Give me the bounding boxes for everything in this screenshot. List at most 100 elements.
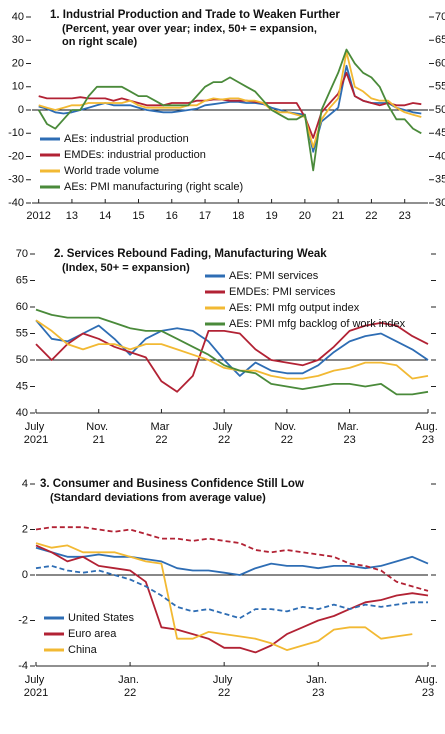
- y2-tick-label: 65: [435, 34, 445, 46]
- chart-subtitle: (Standard deviations from average value): [50, 492, 266, 504]
- x-tick-label: July 2021: [24, 421, 48, 446]
- series-line: [38, 51, 422, 149]
- x-tick-label-line: Aug.: [415, 421, 441, 433]
- x-tick-label-line: Mar: [150, 421, 172, 433]
- x-tick-label-line: Mar.: [337, 421, 361, 433]
- x-tick-label: Mar 22: [150, 421, 172, 446]
- x-tick-label: Nov. 21: [86, 421, 111, 446]
- series-line: [35, 319, 429, 380]
- legend-label: Euro area: [68, 628, 117, 640]
- y-tick-label: 40: [16, 407, 28, 419]
- y-tick-label: -20: [8, 150, 24, 162]
- chart-subtitle: (Index, 50+ = expansion): [62, 262, 190, 274]
- y-tick-label: 45: [16, 380, 28, 392]
- x-tick-label-line: Jan.: [306, 674, 330, 686]
- legend-label: China: [68, 644, 98, 656]
- x-tick-label: Jan. 23: [306, 674, 330, 699]
- x-tick-label: July 22: [213, 421, 236, 446]
- x-tick-label-line: July: [213, 674, 236, 686]
- x-tick-label: 14: [99, 210, 111, 222]
- y-tick-label: 70: [16, 248, 28, 260]
- legend-label: EMDEs: PMI services: [229, 286, 336, 298]
- x-tick-label: 13: [66, 210, 78, 222]
- y-tick-label: 40: [12, 11, 24, 23]
- x-tick-label: Aug. 23: [415, 421, 441, 446]
- series-line: [35, 542, 413, 651]
- legend-label: AEs: PMI mfg backlog of work index: [229, 318, 406, 330]
- y2-tick-label: 40: [435, 150, 445, 162]
- x-tick-label-line: Nov.: [86, 421, 111, 433]
- x-tick-label-line: 23: [312, 687, 324, 699]
- y2-tick-label: 50: [435, 104, 445, 116]
- x-tick-label: 22: [365, 210, 377, 222]
- x-tick-label-line: 2021: [24, 434, 48, 446]
- x-tick-label-line: 21: [93, 434, 105, 446]
- x-tick-label: 2012: [26, 210, 50, 222]
- x-tick-label: Mar. 23: [337, 421, 361, 446]
- y-tick-label: 10: [12, 81, 24, 93]
- y2-tick-label: 45: [435, 127, 445, 139]
- x-tick-label-line: July: [25, 421, 48, 433]
- x-tick-label-line: 22: [124, 687, 136, 699]
- x-tick-label: 15: [132, 210, 144, 222]
- y2-tick-label: 35: [435, 174, 445, 186]
- y-tick-label: 0: [18, 104, 24, 116]
- chart-title: 2. Services Rebound Fading, Manufacturin…: [54, 248, 327, 260]
- y-tick-label: 20: [12, 57, 24, 69]
- series-line: [35, 565, 428, 620]
- x-tick-label-line: Nov.: [274, 421, 299, 433]
- x-tick-label: 18: [232, 210, 244, 222]
- series-line: [35, 546, 429, 576]
- y-tick-label: -30: [8, 174, 24, 186]
- legend-label: United States: [68, 612, 135, 624]
- x-tick-label-line: 2021: [24, 687, 48, 699]
- y-tick-label: 0: [22, 569, 28, 581]
- x-tick-label: Aug. 23: [415, 674, 441, 699]
- x-tick-label: July 2021: [24, 674, 48, 699]
- series-line: [38, 71, 422, 139]
- x-tick-label-line: 22: [155, 434, 167, 446]
- chart-subtitle: on right scale): [62, 36, 138, 48]
- x-tick-label: Jan. 22: [118, 674, 142, 699]
- legend-label: World trade volume: [64, 165, 159, 177]
- x-tick-label-line: 23: [422, 687, 434, 699]
- x-tick-label: 21: [332, 210, 344, 222]
- x-tick-label: 20: [299, 210, 311, 222]
- legend-label: AEs: PMI manufacturing (right scale): [64, 181, 243, 193]
- x-tick-label-line: Aug.: [415, 674, 441, 686]
- x-tick-label: 17: [199, 210, 211, 222]
- x-tick-label: 23: [399, 210, 411, 222]
- x-tick-label-line: 22: [218, 687, 230, 699]
- y-tick-label: 2: [22, 523, 28, 535]
- y-tick-label: 65: [16, 274, 28, 286]
- y-tick-label: 60: [16, 301, 28, 313]
- series-line: [37, 48, 422, 172]
- x-tick-label-line: July: [213, 421, 236, 433]
- series-line: [35, 308, 429, 396]
- x-tick-label-line: 23: [422, 434, 434, 446]
- legend-label: AEs: industrial production: [64, 133, 189, 145]
- series-line: [35, 322, 429, 393]
- x-tick-label-line: Jan.: [118, 674, 142, 686]
- x-tick-label-line: 23: [343, 434, 355, 446]
- y-tick-label: -2: [18, 614, 28, 626]
- y-tick-label: 55: [16, 327, 28, 339]
- y2-tick-label: 60: [435, 57, 445, 69]
- legend-label: AEs: PMI mfg output index: [229, 302, 360, 314]
- series-line: [35, 526, 429, 592]
- x-tick-label-line: July: [25, 674, 48, 686]
- chart-subtitle: (Percent, year over year; index, 50+ = e…: [62, 23, 317, 35]
- y-tick-label: -10: [8, 127, 24, 139]
- x-tick-label-line: 22: [281, 434, 293, 446]
- legend-label: AEs: PMI services: [229, 270, 319, 282]
- y2-tick-label: 30: [435, 197, 445, 209]
- chart-title: 3. Consumer and Business Confidence Stil…: [40, 478, 304, 490]
- y-tick-label: 4: [22, 478, 28, 490]
- x-tick-label: 16: [166, 210, 178, 222]
- x-tick-label: 19: [265, 210, 277, 222]
- series-line: [35, 544, 429, 654]
- y2-tick-label: 70: [435, 11, 445, 23]
- legend-label: EMDEs: industrial production: [64, 149, 206, 161]
